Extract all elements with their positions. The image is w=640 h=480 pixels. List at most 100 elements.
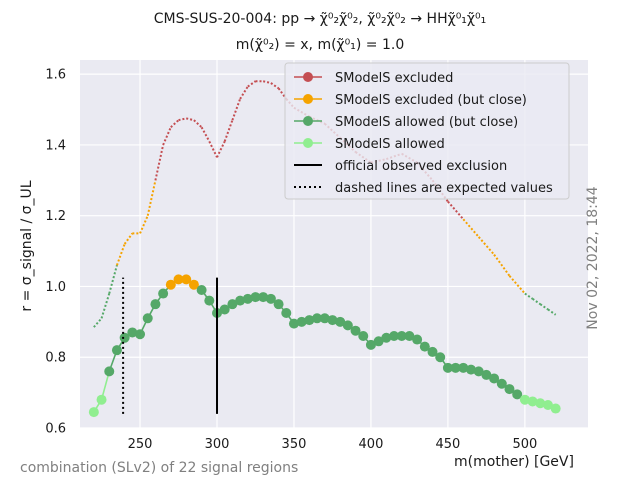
expected-segment [532, 298, 541, 305]
legend-label: dashed lines are expected values [335, 181, 553, 196]
chart-title-line2: m(χ̃⁰₂) = x, m(χ̃⁰₁) = 1.0 [236, 37, 404, 53]
observed-point [381, 332, 392, 343]
expected-segment [539, 303, 549, 311]
expected-segment [208, 140, 218, 158]
observed-point [435, 352, 446, 363]
legend-entry: SModelS excluded [294, 71, 453, 86]
legend-swatch-marker [303, 94, 313, 104]
x-tick-label: 350 [282, 437, 307, 452]
expected-segment [178, 117, 187, 122]
observed-curve [88, 274, 561, 418]
observed-point [404, 331, 415, 341]
legend-label: SModelS excluded (but close) [335, 93, 527, 108]
observed-point [527, 396, 538, 407]
observed-point [358, 331, 369, 341]
expected-segment [547, 308, 557, 316]
observed-point [542, 400, 553, 410]
observed-point [188, 279, 199, 290]
legend-label: SModelS allowed [335, 137, 445, 152]
legend-box [284, 62, 570, 200]
observed-point [127, 327, 138, 338]
expected-segment [200, 126, 211, 142]
observed-point [427, 346, 438, 357]
expected-segment [162, 126, 172, 146]
observed-point [389, 331, 400, 341]
observed-point [288, 318, 299, 329]
expected-segment [185, 117, 195, 122]
observed-point [296, 316, 307, 327]
legend-entry: SModelS allowed [294, 137, 445, 152]
observed-point [111, 345, 122, 356]
legend-entry: SModelS excluded (but close) [294, 93, 527, 108]
expected-segment [247, 80, 257, 88]
legend-swatch-marker [303, 72, 313, 82]
observed-point [412, 334, 423, 345]
observed-point [489, 373, 500, 384]
observed-point [196, 285, 207, 295]
legend-label: SModelS excluded [335, 71, 453, 86]
expected-segment [100, 293, 111, 319]
observed-point [150, 299, 161, 310]
legend-swatch-marker [303, 138, 313, 148]
observed-point [119, 332, 130, 343]
observed-point [242, 293, 253, 304]
legend: SModelS excluded SModelS excluded (but cl… [284, 62, 570, 200]
chart-title-line1: CMS-SUS-20-004: pp → χ̃⁰₂χ̃⁰₂, χ̃⁰₂χ̃⁰₂ … [154, 11, 486, 27]
x-tick-label: 400 [359, 437, 384, 452]
expected-segment [139, 215, 149, 234]
observed-point [273, 299, 284, 310]
expected-segment [524, 292, 534, 300]
expected-segment [93, 317, 103, 328]
observed-point [442, 362, 453, 373]
observed-point [135, 329, 146, 340]
observed-point [173, 274, 184, 285]
observed-point [88, 407, 99, 418]
legend-label: SModelS allowed (but close) [335, 115, 518, 130]
observed-point [250, 292, 261, 303]
y-axis-ticks: 0.6 0.8 1.0 1.2 1.4 1.6 [45, 68, 66, 437]
legend-entries: SModelS excluded SModelS excluded (but cl… [294, 71, 553, 196]
observed-point [104, 366, 115, 377]
observed-point [235, 295, 246, 306]
observed-point [512, 389, 523, 400]
observed-point [265, 293, 276, 304]
legend-entry: SModelS allowed (but close) [294, 115, 518, 130]
observed-point [458, 362, 469, 373]
expected-segment [170, 119, 180, 128]
timestamp: Nov 02, 2022, 18:44 [585, 186, 601, 329]
y-axis-label: r = σ_signal / σ_UL [19, 180, 35, 311]
observed-point [327, 315, 338, 326]
observed-point [312, 313, 323, 324]
observed-point [204, 295, 215, 306]
observed-point [227, 299, 238, 310]
observed-point [419, 341, 430, 352]
expected-segment [270, 82, 280, 90]
observed-point [396, 331, 407, 341]
observed-point [373, 336, 384, 347]
observed-point [550, 403, 561, 414]
x-axis-label: m(mother) [GeV] [454, 454, 574, 470]
observed-point [504, 384, 515, 395]
expected-segment [193, 119, 203, 128]
legend-entry: official observed exclusion [294, 159, 507, 174]
observed-point [350, 325, 361, 336]
x-tick-label: 250 [128, 437, 153, 452]
observed-point [335, 316, 346, 327]
x-tick-label: 300 [205, 437, 230, 452]
y-tick-label: 1.6 [45, 68, 66, 83]
x-tick-label: 450 [436, 437, 461, 452]
observed-point [466, 364, 477, 375]
official-exclusion-lines [122, 277, 219, 414]
expected-segment [239, 86, 249, 100]
expected-segment [262, 80, 272, 84]
observed-point [96, 394, 107, 405]
observed-point [535, 398, 546, 409]
observed-point [450, 362, 461, 373]
observed-point [473, 366, 484, 377]
legend-swatch-marker [303, 116, 313, 126]
expected-segment [493, 254, 511, 277]
observed-point [319, 313, 330, 324]
observed-point [481, 369, 492, 380]
y-tick-label: 0.6 [45, 422, 66, 437]
